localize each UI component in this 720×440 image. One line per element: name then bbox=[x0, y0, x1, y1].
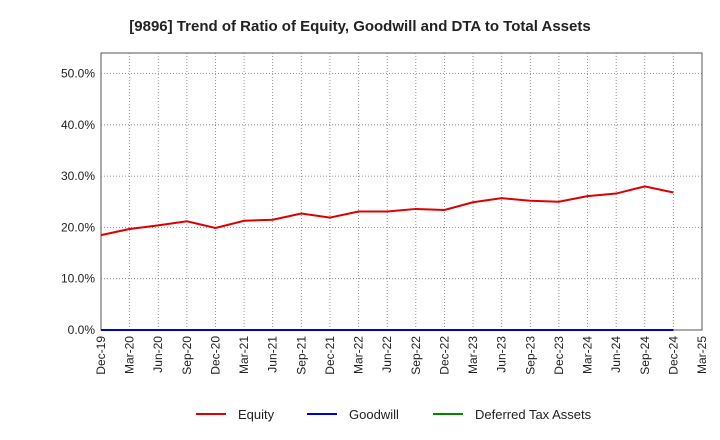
x-tick-label: Mar-20 bbox=[123, 336, 137, 374]
y-tick-label: 0.0% bbox=[68, 323, 96, 337]
x-tick-label: Sep-24 bbox=[638, 336, 652, 375]
chart-title: [9896] Trend of Ratio of Equity, Goodwil… bbox=[129, 18, 590, 35]
x-tick-label: Dec-23 bbox=[552, 336, 566, 375]
x-tick-label: Dec-22 bbox=[437, 336, 451, 375]
legend-label: Equity bbox=[238, 407, 275, 422]
y-axis: 0.0% 10.0% 20.0% 30.0% 40.0% 50.0% bbox=[61, 67, 95, 337]
x-tick-label: Sep-21 bbox=[294, 336, 308, 375]
x-tick-label: Mar-22 bbox=[352, 336, 366, 374]
y-tick-label: 10.0% bbox=[61, 272, 95, 286]
legend-label: Deferred Tax Assets bbox=[475, 407, 592, 422]
grid bbox=[101, 53, 702, 330]
series-group bbox=[100, 185, 674, 331]
series-line-equity bbox=[100, 185, 674, 237]
x-tick-label: Dec-24 bbox=[666, 336, 680, 375]
x-tick-label: Jun-22 bbox=[380, 336, 394, 373]
x-tick-label: Sep-20 bbox=[180, 336, 194, 375]
x-tick-label: Sep-22 bbox=[409, 336, 423, 375]
y-tick-label: 30.0% bbox=[61, 169, 95, 183]
x-axis: Dec-19 Mar-20 Jun-20 Sep-20 Dec-20 Mar-21 Jun-… bbox=[94, 336, 709, 375]
y-tick-label: 40.0% bbox=[61, 118, 95, 132]
legend-label: Goodwill bbox=[349, 407, 399, 422]
x-tick-label: Jun-24 bbox=[609, 336, 623, 373]
x-tick-label: Jun-23 bbox=[495, 336, 509, 373]
x-tick-label: Mar-25 bbox=[695, 336, 709, 374]
x-tick-label: Jun-21 bbox=[266, 336, 280, 373]
x-tick-label: Sep-23 bbox=[523, 336, 537, 375]
x-tick-label: Mar-21 bbox=[237, 336, 251, 374]
x-tick-label: Dec-21 bbox=[323, 336, 337, 375]
plot-area bbox=[100, 52, 703, 331]
y-tick-label: 20.0% bbox=[61, 220, 95, 234]
legend: Equity Goodwill Deferred Tax Assets bbox=[196, 407, 592, 422]
x-tick-label: Jun-20 bbox=[151, 336, 165, 373]
x-tick-label: Mar-24 bbox=[581, 336, 595, 374]
x-tick-label: Dec-20 bbox=[208, 336, 222, 375]
y-tick-label: 50.0% bbox=[61, 67, 95, 81]
x-tick-label: Mar-23 bbox=[466, 336, 480, 374]
x-tick-label: Dec-19 bbox=[94, 336, 108, 375]
